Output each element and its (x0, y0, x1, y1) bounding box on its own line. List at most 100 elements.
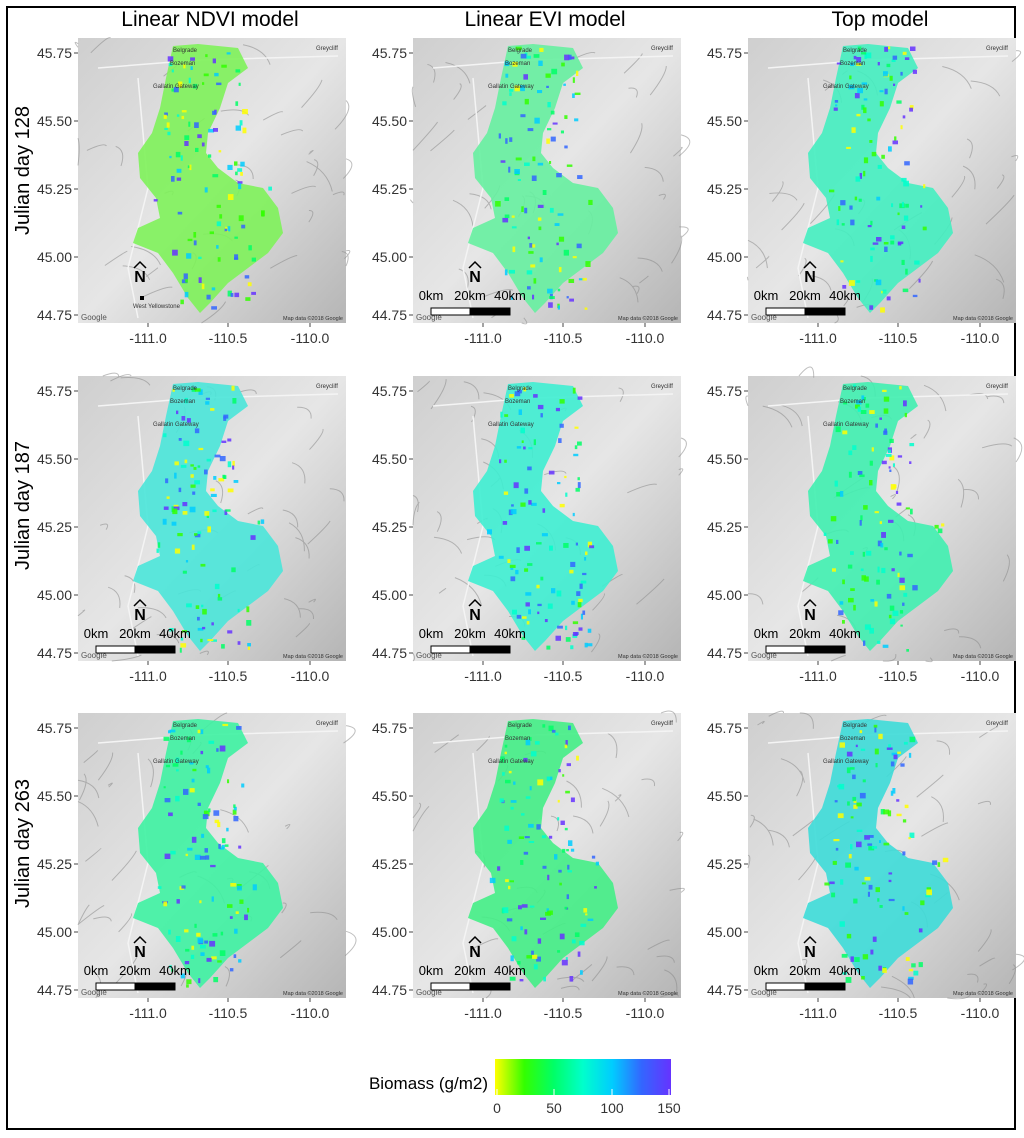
place-label: Bozeman (505, 399, 530, 405)
biomass-pixels (157, 723, 257, 988)
scalebar-label: 40km (494, 288, 526, 303)
map-panel: Belgrade Bozeman Gallatin Gateway Greycliff… (690, 28, 1024, 353)
x-tick-label: -110.0 (291, 330, 330, 346)
map-copyright: Map data ©2018 Google (953, 990, 1013, 997)
y-tick-label: 45.00 (37, 924, 72, 940)
google-logo: Google (751, 313, 777, 322)
y-axis: 45.75 45.50 45.25 45.00 44.75 (37, 720, 78, 998)
biomass-pixels (153, 52, 272, 310)
place-label: Gallatin Gateway (823, 759, 869, 765)
y-tick-label: 45.50 (37, 113, 72, 129)
y-tick-label: 44.75 (707, 982, 742, 998)
place-label: Bozeman (170, 61, 195, 67)
map-copyright: Map data ©2018 Google (283, 990, 343, 997)
north-arrow: N (469, 607, 481, 624)
y-tick-label: 44.75 (372, 982, 407, 998)
place-label: Greycliff (316, 384, 338, 390)
north-arrow: N (134, 944, 146, 961)
y-tick-label: 45.00 (37, 587, 72, 603)
map-panel: Belgrade Bozeman Gallatin Gateway Greycliff… (355, 28, 695, 353)
biomass-legend: Biomass (g/m2) 0 50 100 150 (350, 1055, 690, 1125)
biomass-area (133, 382, 283, 653)
y-tick-label: 44.75 (37, 307, 72, 323)
place-label: Belgrade (843, 723, 868, 729)
biomass-pixels (487, 387, 595, 650)
place-label: Belgrade (173, 48, 198, 54)
x-tick-label: -110.0 (291, 1005, 330, 1021)
y-tick-label: 44.75 (372, 645, 407, 661)
x-tick-label: -111.0 (799, 668, 837, 684)
x-axis: -111.0 -110.5 -110.0 (799, 998, 1000, 1021)
scalebar-label: 0km (419, 288, 444, 303)
y-tick-label: 45.50 (707, 788, 742, 804)
x-tick-label: -110.5 (879, 1005, 918, 1021)
scalebar: N 0km 20km 40km (754, 598, 861, 654)
google-logo: Google (81, 313, 107, 322)
scalebar-label: 40km (829, 626, 861, 641)
x-axis: -111.0 -110.5 -110.0 (799, 323, 1000, 346)
scalebar: N 0km 20km 40km (84, 935, 191, 991)
map-panel: Belgrade Bozeman Gallatin Gateway Greycliff… (20, 366, 360, 691)
y-tick-label: 45.25 (372, 181, 407, 197)
google-logo: Google (416, 313, 442, 322)
x-tick-label: -110.0 (961, 330, 1000, 346)
y-tick-label: 45.75 (372, 720, 407, 736)
y-tick-label: 45.25 (707, 856, 742, 872)
scalebar: N 0km 20km 40km (84, 598, 191, 654)
x-axis: -111.0 -110.5 -110.0 (464, 323, 665, 346)
map-svg: Belgrade Bozeman Gallatin Gateway Greycliff… (37, 712, 357, 1021)
x-axis: -111.0 -110.5 -110.0 (464, 661, 665, 684)
biomass-area (133, 44, 283, 313)
map-copyright: Map data ©2018 Google (953, 653, 1013, 660)
biomass-area (133, 719, 283, 988)
scalebar-label: 20km (789, 288, 821, 303)
scalebar-label: 0km (754, 626, 779, 641)
map-copyright: Map data ©2018 Google (953, 315, 1013, 322)
place-label: Belgrade (173, 386, 198, 392)
x-tick-label: -110.5 (544, 330, 583, 346)
x-tick-label: -110.0 (626, 330, 665, 346)
terrain-ridges (410, 51, 691, 325)
place-label: Belgrade (508, 48, 533, 54)
place-label: Gallatin Gateway (153, 759, 199, 765)
x-tick-label: -110.5 (879, 330, 918, 346)
y-tick-label: 45.00 (372, 587, 407, 603)
scalebar-label: 20km (119, 963, 151, 978)
y-tick-label: 44.75 (37, 982, 72, 998)
y-tick-label: 45.75 (37, 45, 72, 61)
biomass-area (468, 44, 618, 313)
north-arrow: N (804, 607, 816, 624)
scalebar-label: 0km (84, 626, 109, 641)
y-tick-label: 45.25 (707, 181, 742, 197)
place-label: Bozeman (840, 736, 865, 742)
column-title: Linear EVI model (464, 8, 626, 31)
x-tick-label: -110.0 (291, 668, 330, 684)
map-copyright: Map data ©2018 Google (283, 653, 343, 660)
y-tick-label: 45.50 (37, 451, 72, 467)
scalebar-label: 40km (829, 288, 861, 303)
x-tick-label: -111.0 (129, 668, 167, 684)
map-svg: Belgrade Bozeman Gallatin Gateway Greycliff… (37, 37, 353, 346)
place-label: Gallatin Gateway (823, 422, 869, 428)
place-label: Belgrade (843, 48, 868, 54)
scalebar: N 0km 20km 40km (754, 935, 861, 991)
y-tick-label: 45.00 (707, 924, 742, 940)
x-axis: -111.0 -110.5 -110.0 (129, 661, 330, 684)
biomass-area (803, 719, 953, 988)
x-tick-label: -111.0 (464, 330, 502, 346)
column-title: Top model (831, 8, 929, 31)
legend-tick-label: 150 (657, 1100, 681, 1116)
map-copyright: Map data ©2018 Google (618, 653, 678, 660)
x-tick-label: -110.5 (209, 330, 248, 346)
map-copyright: Map data ©2018 Google (618, 990, 678, 997)
place-label: Greycliff (986, 46, 1008, 52)
place-label: Gallatin Gateway (488, 759, 534, 765)
y-axis: 45.75 45.50 45.25 45.00 44.75 (707, 383, 748, 661)
place-label: Belgrade (508, 386, 533, 392)
y-tick-label: 45.50 (707, 451, 742, 467)
y-tick-label: 45.25 (372, 519, 407, 535)
y-tick-label: 44.75 (707, 645, 742, 661)
place-label: Gallatin Gateway (153, 84, 199, 90)
google-logo: Google (416, 988, 442, 997)
legend-tick-label: 0 (493, 1100, 501, 1116)
